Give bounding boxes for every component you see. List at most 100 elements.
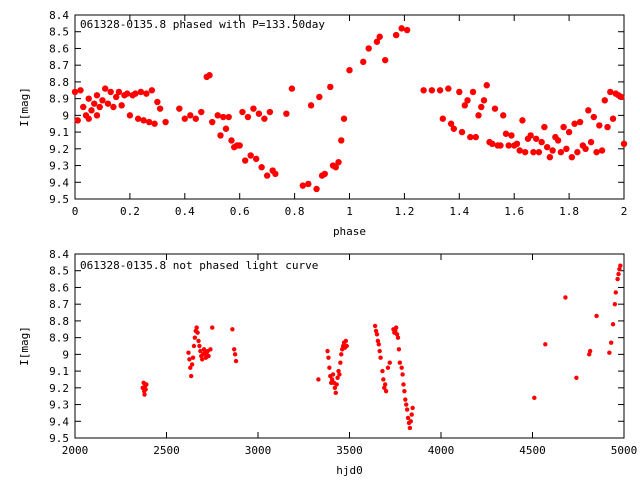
data-point bbox=[401, 382, 406, 387]
data-point bbox=[123, 90, 131, 97]
data-point bbox=[305, 180, 312, 188]
data-point bbox=[410, 405, 415, 411]
data-point bbox=[582, 145, 589, 153]
data-point bbox=[604, 123, 611, 131]
data-point bbox=[402, 388, 407, 394]
data-point bbox=[618, 263, 623, 268]
data-point bbox=[192, 115, 199, 122]
unphased-light-curve-panel: 2000 2500 3000 3500 4000 4500 5000 8.4 8.5 8.6 8.7… bbox=[18, 248, 637, 477]
y-tick-label: 8.7 bbox=[49, 298, 69, 311]
y-tick-label: 9.5 bbox=[49, 193, 69, 206]
data-point bbox=[456, 88, 463, 96]
data-point bbox=[464, 97, 471, 104]
data-point bbox=[199, 357, 205, 362]
data-point bbox=[405, 415, 411, 421]
data-point bbox=[543, 342, 548, 347]
x-tick-label: 0.2 bbox=[120, 205, 140, 218]
data-point bbox=[610, 322, 616, 327]
data-point bbox=[338, 137, 345, 144]
data-point bbox=[450, 125, 458, 132]
data-point bbox=[343, 338, 349, 344]
data-point bbox=[74, 117, 81, 124]
data-point bbox=[232, 347, 237, 352]
data-point bbox=[527, 132, 534, 139]
data-point bbox=[508, 132, 515, 139]
data-point bbox=[154, 98, 161, 106]
data-point bbox=[80, 103, 87, 111]
data-point bbox=[607, 88, 614, 96]
data-point bbox=[334, 382, 339, 387]
y-axis-label: I[mag] bbox=[18, 87, 31, 127]
data-point bbox=[612, 301, 618, 307]
data-point bbox=[181, 115, 188, 122]
x-tick-label: 3000 bbox=[245, 444, 272, 457]
x-tick-label: 5000 bbox=[611, 444, 638, 457]
y-tick-label: 9.2 bbox=[49, 143, 69, 156]
data-point bbox=[617, 266, 622, 272]
data-point bbox=[228, 137, 235, 144]
data-point bbox=[196, 338, 201, 344]
chart-title: 061328-0135.8 phased with P=133.50day bbox=[80, 18, 325, 31]
data-point bbox=[143, 387, 148, 392]
data-point bbox=[222, 125, 230, 132]
data-point bbox=[335, 375, 340, 380]
data-point bbox=[549, 147, 556, 154]
data-point bbox=[266, 108, 274, 116]
y-tick-label: 9.5 bbox=[49, 432, 69, 445]
data-point bbox=[375, 338, 381, 344]
plot-frame bbox=[74, 14, 625, 200]
data-point bbox=[101, 85, 109, 92]
y-tick-label: 8.9 bbox=[49, 332, 69, 345]
data-point bbox=[607, 350, 612, 355]
data-point bbox=[151, 120, 158, 127]
data-point bbox=[560, 123, 567, 131]
y-tick-label: 8.8 bbox=[49, 76, 69, 89]
data-point bbox=[408, 419, 414, 424]
x-tick-label: 2500 bbox=[153, 444, 180, 457]
data-point bbox=[93, 92, 101, 99]
data-point bbox=[339, 352, 344, 357]
data-point bbox=[335, 159, 342, 166]
data-points bbox=[140, 263, 623, 431]
y-tick-label: 8.5 bbox=[49, 265, 69, 278]
data-point bbox=[532, 395, 537, 401]
data-point bbox=[189, 373, 194, 379]
data-point bbox=[194, 325, 199, 330]
data-point bbox=[137, 88, 145, 96]
data-point bbox=[598, 147, 606, 154]
data-point bbox=[263, 172, 271, 179]
data-point bbox=[483, 82, 490, 89]
data-point bbox=[521, 148, 529, 156]
data-point bbox=[198, 108, 205, 116]
data-point bbox=[383, 388, 389, 394]
data-point bbox=[142, 392, 147, 397]
data-point bbox=[104, 100, 112, 107]
data-point bbox=[404, 407, 410, 412]
data-point bbox=[505, 142, 512, 149]
data-point bbox=[192, 335, 198, 340]
data-point bbox=[250, 105, 257, 112]
data-point bbox=[329, 377, 335, 382]
data-point bbox=[372, 323, 378, 329]
data-point bbox=[187, 112, 194, 119]
data-point bbox=[478, 103, 485, 111]
data-point bbox=[608, 340, 614, 345]
x-tick-label: 0.4 bbox=[175, 205, 195, 218]
data-point bbox=[420, 87, 427, 94]
data-point bbox=[500, 112, 507, 119]
data-point bbox=[615, 276, 620, 282]
data-point bbox=[88, 107, 95, 114]
x-tick-label: 1.4 bbox=[449, 205, 469, 218]
data-point bbox=[436, 87, 444, 94]
data-point bbox=[447, 120, 455, 127]
data-point bbox=[397, 360, 403, 365]
x-tick-label: 1.2 bbox=[394, 205, 414, 218]
data-point bbox=[613, 290, 618, 295]
x-tick-label: 0.8 bbox=[285, 205, 305, 218]
data-point bbox=[587, 138, 595, 146]
data-point bbox=[85, 115, 92, 122]
data-point bbox=[392, 31, 400, 39]
x-tick-label: 1 bbox=[346, 205, 353, 218]
data-point bbox=[374, 332, 380, 337]
y-tick-label: 8.4 bbox=[49, 248, 69, 261]
